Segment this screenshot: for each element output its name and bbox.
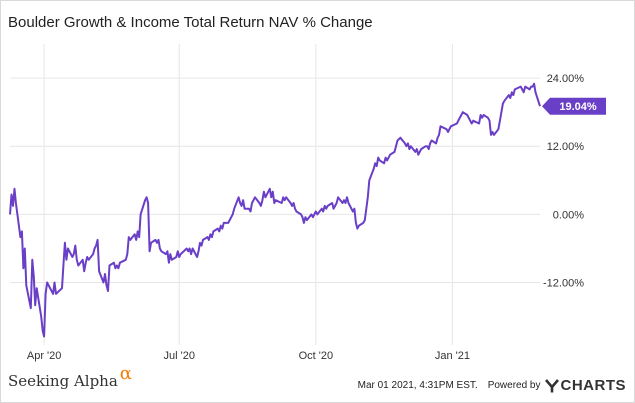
ycharts-wordmark: CHARTS <box>560 377 626 394</box>
brand-name: Seeking Alpha <box>8 372 118 390</box>
chart-footer: Mar 01 2021, 4:31PM EST. Powered by CHAR… <box>358 377 626 394</box>
x-tick-label: Oct '20 <box>299 350 334 362</box>
series-line <box>9 82 541 338</box>
y-tick-label: 0.00% <box>553 209 584 221</box>
grid-lines <box>10 44 540 345</box>
x-tick-label: Apr '20 <box>27 350 62 362</box>
last-value-badge: 19.04% <box>542 97 606 115</box>
timestamp: Mar 01 2021, 4:31PM EST. <box>357 380 478 391</box>
x-axis-ticks: Apr '20 Jul '20 Oct '20 Jan '21 <box>27 350 470 362</box>
x-tick-label: Jul '20 <box>164 350 195 362</box>
last-value-label: 19.04% <box>559 101 597 113</box>
y-tick-label: 24.00% <box>547 73 585 85</box>
series-layer <box>9 82 541 338</box>
alpha-symbol-icon: α <box>119 363 132 384</box>
chart-title: Boulder Growth & Income Total Return NAV… <box>8 14 373 31</box>
powered-by-label: Powered by <box>487 380 541 391</box>
x-tick-label: Jan '21 <box>435 350 470 362</box>
ycharts-logo[interactable]: CHARTS <box>544 377 627 394</box>
y-axis-ticks: 24.00% 12.00% 0.00% -12.00% <box>543 73 584 289</box>
last-value-badge-shape <box>542 97 606 115</box>
powered-by: Powered by CHARTS <box>488 377 626 394</box>
y-tick-label: 12.00% <box>547 141 585 153</box>
y-tick-label: -12.00% <box>543 278 584 290</box>
ycharts-y-icon <box>544 378 559 392</box>
seeking-alpha-logo: Seeking Alpha α <box>8 363 132 391</box>
